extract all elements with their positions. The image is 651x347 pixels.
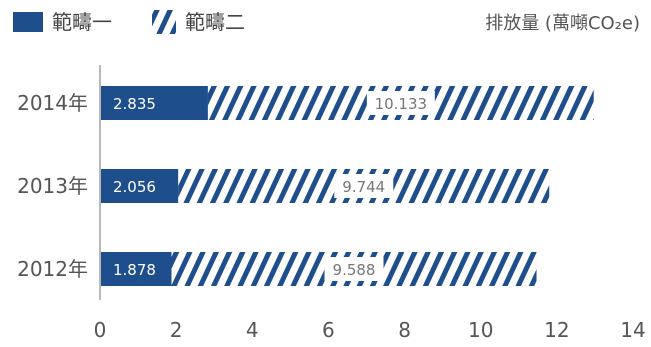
- data-label-scope1: 2.835: [113, 95, 156, 113]
- bar-scope1: [101, 169, 179, 203]
- data-label-scope2: 9.588: [333, 261, 376, 279]
- x-tick-label: 8: [398, 318, 411, 342]
- y-tick-label: 2014年: [17, 91, 88, 115]
- legend-label-scope1: 範疇一: [52, 10, 112, 34]
- data-label-scope2: 9.744: [342, 178, 385, 196]
- legend: 範疇一 範疇二 排放量 (萬噸CO₂e): [13, 10, 640, 34]
- bar-scope1: [101, 86, 208, 120]
- bar-scope1: [101, 252, 172, 286]
- bars-group: 2.835 10.133 2.056 9.744 1.878 9.588: [101, 86, 594, 286]
- legend-label-scope2: 範疇二: [185, 10, 245, 34]
- data-label-bg: [324, 257, 384, 281]
- x-axis-ticks: 0 2 4 6 8 10 12 14: [94, 318, 646, 342]
- y-axis-labels: 2014年 2013年 2012年: [17, 91, 88, 281]
- x-tick-label: 4: [246, 318, 259, 342]
- y-tick-label: 2013年: [17, 174, 88, 198]
- data-label-scope1: 1.878: [113, 261, 156, 279]
- x-tick-label: 14: [620, 318, 645, 342]
- unit-label: 排放量 (萬噸CO₂e): [485, 13, 640, 34]
- x-tick-label: 10: [468, 318, 493, 342]
- x-tick-label: 0: [94, 318, 107, 342]
- x-tick-label: 2: [170, 318, 183, 342]
- x-tick-label: 12: [544, 318, 569, 342]
- x-tick-label: 6: [322, 318, 335, 342]
- data-label-scope1: 2.056: [113, 178, 156, 196]
- data-label-bg: [334, 174, 394, 198]
- legend-swatch-scope2: [152, 10, 176, 34]
- legend-swatch-scope1: [13, 12, 43, 32]
- data-label-bg: [366, 91, 435, 115]
- data-label-scope2: 10.133: [375, 95, 428, 113]
- y-tick-label: 2012年: [17, 257, 88, 281]
